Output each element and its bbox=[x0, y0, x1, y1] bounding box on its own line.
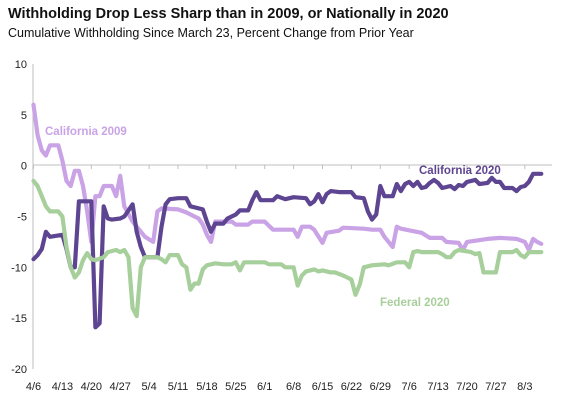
series-label: California 2020 bbox=[419, 165, 501, 177]
series-label: Federal 2020 bbox=[380, 297, 450, 309]
series-line-california-2009 bbox=[31, 102, 544, 253]
x-tick-label: 5/11 bbox=[168, 381, 189, 393]
x-tick-label: 6/1 bbox=[257, 381, 272, 393]
x-tick-label: 5/4 bbox=[141, 381, 156, 393]
x-tick-label: 7/13 bbox=[427, 381, 448, 393]
x-tick-label: 6/8 bbox=[286, 381, 301, 393]
x-tick-label: 7/27 bbox=[485, 381, 506, 393]
x-tick-label: 5/25 bbox=[225, 381, 246, 393]
x-tick-label: 5/18 bbox=[196, 381, 217, 393]
x-tick-label: 4/13 bbox=[52, 381, 73, 393]
y-tick-label: -20 bbox=[11, 364, 27, 376]
x-tick-label: 4/20 bbox=[81, 381, 102, 393]
y-axis: 10 5 0 -5 -10 -15 -20 bbox=[11, 59, 34, 376]
series-line-federal-2020 bbox=[31, 178, 544, 319]
x-tick-label: 6/22 bbox=[341, 381, 362, 393]
y-tick-label: 5 bbox=[21, 110, 27, 122]
chart-subtitle: Cumulative Withholding Since March 23, P… bbox=[8, 26, 414, 40]
y-tick-label: -5 bbox=[17, 212, 27, 224]
series-lines bbox=[31, 102, 544, 330]
x-tick-label: 6/15 bbox=[312, 381, 333, 393]
x-axis: 4/6 4/13 4/20 4/27 5/4 5/11 5/18 5/25 6/1 6/8 6/15… bbox=[26, 164, 552, 393]
x-tick-label: 7/6 bbox=[402, 381, 417, 393]
x-tick-label: 4/27 bbox=[109, 381, 130, 393]
y-tick-label: -15 bbox=[11, 313, 27, 325]
x-tick-label: 8/3 bbox=[517, 381, 532, 393]
y-tick-label: 10 bbox=[15, 59, 27, 71]
series-line-california-2020 bbox=[31, 171, 544, 330]
y-tick-label: -10 bbox=[11, 262, 27, 274]
series-label: California 2009 bbox=[45, 126, 127, 138]
x-tick-label: 4/6 bbox=[26, 381, 41, 393]
x-tick-label: 6/29 bbox=[370, 381, 391, 393]
x-tick-label: 7/20 bbox=[456, 381, 477, 393]
y-tick-label: 0 bbox=[21, 161, 27, 173]
chart-title: Withholding Drop Less Sharp than in 2009… bbox=[8, 6, 449, 22]
series-labels: California 2009 California 2020 Federal 20… bbox=[45, 126, 501, 309]
